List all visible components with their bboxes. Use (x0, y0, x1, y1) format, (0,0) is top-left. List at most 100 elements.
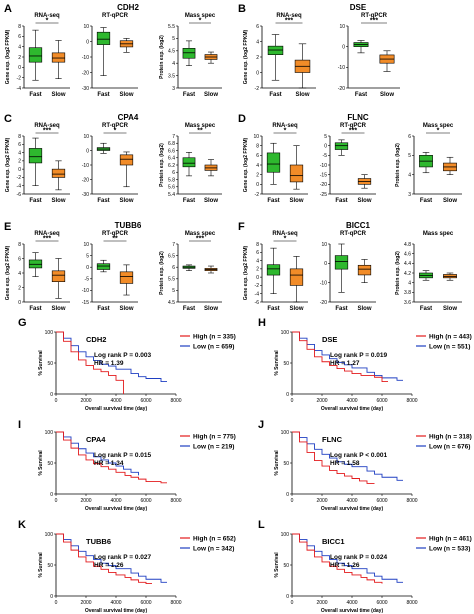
x-tick-label: 0 (291, 498, 294, 504)
hazard-ratio: HR = 1.26 (94, 562, 124, 569)
y-tick-label: 4.5 (168, 49, 175, 55)
legend-label-high: High (n = 775) (193, 434, 236, 441)
y-axis-label: % Survival (274, 552, 280, 578)
box-slow: Slow (443, 156, 457, 204)
gene-name: DSE (322, 335, 337, 344)
y-tick-label: 100 (45, 330, 54, 336)
legend-label-high: High (n = 461) (429, 536, 472, 543)
category-label: Slow (357, 306, 371, 312)
x-tick-label: 2000 (316, 398, 327, 404)
box-iqr (28, 148, 43, 164)
x-tick-label: 8000 (406, 498, 417, 504)
box-slow: Slow (294, 43, 311, 98)
y-tick-label: 5.5 (168, 277, 175, 283)
y-tick-label: 6 (408, 134, 411, 140)
box-iqr (182, 157, 196, 168)
hazard-ratio: HR = 1.27 (330, 360, 360, 367)
category-label: Slow (51, 306, 65, 312)
category-label: Slow (119, 92, 133, 98)
y-tick-label: -15 (320, 172, 327, 178)
y-tick-label: 6.6 (168, 148, 175, 154)
x-tick-label: 0 (55, 498, 58, 504)
y-tick-label: 10 (83, 134, 89, 140)
box-slow: Slow (289, 256, 304, 312)
subplot-rna-seq: RNA-seq 0 2 4 6 8 Gene exp. (log2 FPKM) Fast Slo… (5, 231, 70, 312)
y-tick-label: 0 (86, 148, 89, 154)
y-tick-label: 10 (339, 24, 345, 30)
category-label: Fast (420, 198, 432, 204)
subplot-rt-qpcr: RT-qPCR -25 -20 -15 -10 -5 0 5 Fast Slow *** (320, 123, 376, 204)
y-tick-label: 100 (45, 430, 54, 436)
y-tick-label: 2 (18, 285, 21, 291)
y-tick-label: 4 (172, 61, 175, 67)
panel-e: E TUBB6 RNA-seq 0 2 4 6 8 Gene exp. (log2 FPKM) F… (4, 221, 222, 312)
x-tick-label: 6000 (376, 600, 387, 606)
x-tick-label: 2000 (80, 398, 91, 404)
significance-marker: *** (43, 128, 51, 135)
y-tick-label: -6 (255, 300, 260, 306)
subplot-title: RNA-seq (272, 231, 298, 237)
y-tick-label: 100 (281, 330, 290, 336)
legend-label-high: High (n = 335) (193, 334, 236, 341)
subplot-title: RNA-seq (34, 231, 60, 237)
y-tick-label: 0 (286, 492, 289, 498)
category-label: Slow (380, 92, 394, 98)
survival-curve-high (292, 533, 383, 584)
y-tick-label: 3 (408, 192, 411, 198)
significance-marker: * (46, 18, 49, 25)
y-tick-label: 2 (256, 172, 259, 178)
y-tick-label: -20 (320, 300, 327, 306)
subplot-title: Mass spec (423, 123, 454, 129)
y-tick-label: 100 (281, 430, 290, 436)
subplot-rt-qpcr: RT-qPCR -30 -20 -10 0 10 Fast Slow * (82, 123, 138, 204)
y-tick-label: -30 (82, 86, 89, 92)
x-tick-label: 4000 (346, 498, 357, 504)
box-slow: Slow (51, 160, 66, 204)
box-slow: Slow (119, 151, 134, 204)
legend-label-low: Low (n = 676) (429, 444, 470, 451)
box-slow: Slow (119, 38, 134, 98)
y-tick-label: 10 (83, 24, 89, 30)
y-tick-label: 4 (256, 39, 259, 45)
subplot-title: Mass spec (185, 231, 216, 237)
y-tick-label: 0 (256, 70, 259, 76)
gene-title: DSE (350, 3, 367, 12)
box-slow: Slow (357, 259, 372, 312)
y-tick-label: 6 (256, 153, 259, 159)
category-label: Slow (295, 92, 309, 98)
subplot-title: RNA-seq (272, 123, 298, 129)
category-label: Fast (29, 306, 41, 312)
subplot-rna-seq: RNA-seq -2 0 2 4 6 8 10 Gene exp. (log2 FPKM) Fas… (243, 123, 308, 204)
x-tick-label: 8000 (170, 398, 181, 404)
box-fast: Fast (419, 152, 433, 204)
y-tick-label: 100 (45, 532, 54, 538)
subplot-title: RT-qPCR (102, 13, 129, 19)
y-tick-label: 6.4 (168, 156, 175, 162)
category-label: Fast (29, 198, 41, 204)
gene-title: TUBB6 (115, 221, 142, 230)
logrank-p: Log rank P < 0.001 (330, 452, 388, 459)
y-tick-label: 8 (256, 242, 259, 248)
y-tick-label: 6.5 (168, 253, 175, 259)
category-label: Fast (29, 92, 41, 98)
y-tick-label: -10 (320, 280, 327, 286)
survival-curve-low (292, 533, 403, 583)
y-axis-label: % Survival (274, 450, 280, 476)
category-label: Fast (97, 198, 109, 204)
y-tick-label: 50 (283, 563, 289, 569)
y-tick-label: -10 (82, 55, 89, 61)
y-tick-label: 0 (256, 182, 259, 188)
significance-marker: *** (370, 18, 378, 25)
survival-curve-low (292, 431, 403, 481)
category-label: Fast (183, 92, 195, 98)
y-tick-label: 0 (324, 261, 327, 267)
y-tick-label: -10 (338, 65, 345, 71)
y-tick-label: -6 (17, 192, 22, 198)
panel-label: L (258, 519, 265, 531)
x-tick-label: 2000 (80, 600, 91, 606)
legend-label-low: Low (n = 219) (193, 444, 234, 451)
survival-curve-high (292, 331, 388, 383)
significance-marker: * (114, 128, 117, 135)
y-tick-label: 6 (256, 250, 259, 256)
